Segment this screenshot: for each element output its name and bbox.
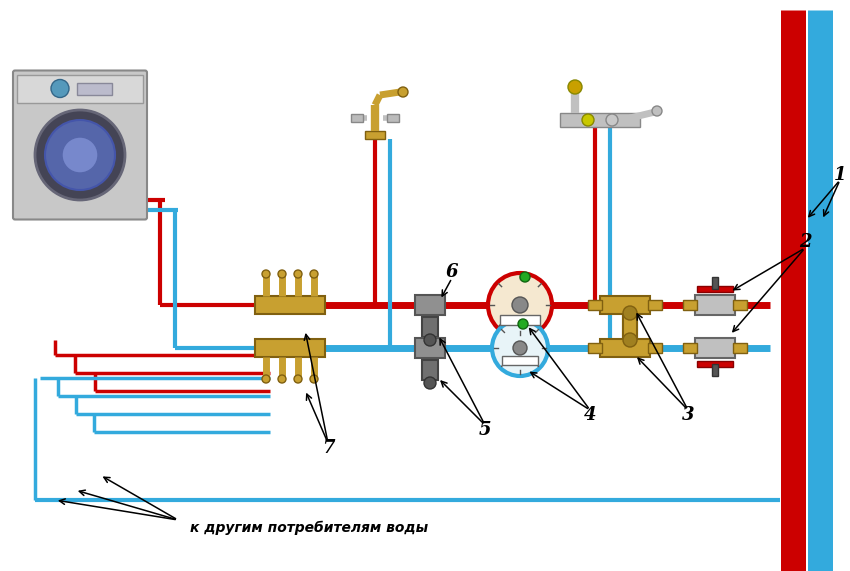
Circle shape [652,106,662,116]
Circle shape [568,80,582,94]
Text: 6: 6 [445,263,458,281]
Bar [500,315,540,325]
Circle shape [262,270,270,278]
Circle shape [310,270,318,278]
Bar [712,364,718,376]
Bar [600,339,650,357]
Bar [365,131,385,139]
Bar [600,296,650,314]
Circle shape [35,110,125,200]
Bar [733,300,747,310]
Text: 7: 7 [322,439,334,457]
Bar [695,338,735,358]
Circle shape [424,377,436,389]
Text: 3: 3 [682,406,694,424]
Bar [588,343,602,353]
Bar [415,338,445,358]
Circle shape [294,270,302,278]
Text: к другим потребителям воды: к другим потребителям воды [190,521,428,535]
Text: 5: 5 [479,421,491,439]
FancyBboxPatch shape [13,70,147,219]
Circle shape [278,375,286,383]
Bar [255,339,325,357]
Bar [733,343,747,353]
Circle shape [623,333,637,347]
Bar [683,300,697,310]
Bar [623,315,637,337]
Circle shape [278,270,286,278]
Circle shape [582,114,594,126]
Bar [648,343,662,353]
Bar [588,300,602,310]
Bar [422,317,438,337]
Bar [351,114,363,122]
Circle shape [45,120,115,190]
Bar [17,74,143,103]
Bar [560,113,640,127]
Circle shape [310,375,318,383]
Text: 4: 4 [584,406,596,424]
Bar [697,361,733,367]
Bar [712,277,718,289]
Circle shape [606,114,618,126]
Bar [255,296,325,314]
Circle shape [51,79,69,98]
Bar [623,316,637,338]
Circle shape [512,297,528,313]
Bar [697,286,733,292]
Circle shape [520,272,530,282]
Bar [695,295,735,315]
Circle shape [294,375,302,383]
Bar [422,360,438,380]
Circle shape [62,137,98,173]
Bar [502,356,538,364]
Circle shape [488,273,552,337]
Circle shape [492,320,548,376]
Bar [683,343,697,353]
Circle shape [398,87,408,97]
Circle shape [424,334,436,346]
Text: 1: 1 [834,166,847,184]
Text: 2: 2 [799,233,811,251]
Bar [387,114,399,122]
Circle shape [623,306,637,320]
Circle shape [518,319,528,329]
Bar [648,300,662,310]
Circle shape [513,341,527,355]
Bar [77,82,112,94]
Circle shape [262,375,270,383]
Bar [415,295,445,315]
